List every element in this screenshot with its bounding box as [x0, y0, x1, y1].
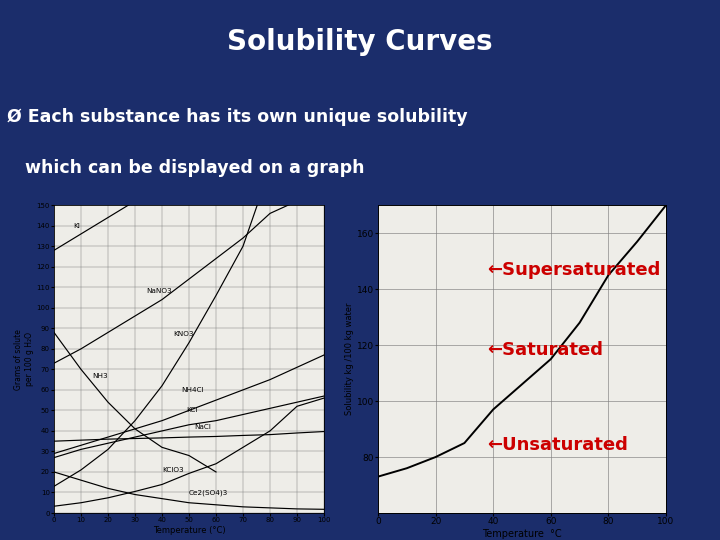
Text: KI: KI	[73, 222, 80, 229]
Text: Solubility Curves: Solubility Curves	[228, 28, 492, 56]
Text: KNO3: KNO3	[173, 332, 193, 338]
Text: ←Saturated: ←Saturated	[487, 341, 603, 359]
Text: NH3: NH3	[92, 373, 107, 379]
X-axis label: Temperature (°C): Temperature (°C)	[153, 526, 225, 535]
Y-axis label: Grams of solute
per 100 g H₂O: Grams of solute per 100 g H₂O	[14, 329, 34, 389]
X-axis label: Temperature  °C: Temperature °C	[482, 529, 562, 539]
Y-axis label: Solubility kg /100 kg water: Solubility kg /100 kg water	[345, 303, 354, 415]
Text: NaNO3: NaNO3	[145, 288, 171, 294]
Text: Ø Each substance has its own unique solubility: Ø Each substance has its own unique solu…	[7, 108, 468, 126]
Text: ←Supersaturated: ←Supersaturated	[487, 261, 661, 279]
Text: NH4Cl: NH4Cl	[181, 387, 204, 393]
Text: NaCl: NaCl	[194, 424, 211, 430]
Text: ←Unsaturated: ←Unsaturated	[487, 436, 629, 454]
Text: which can be displayed on a graph: which can be displayed on a graph	[7, 159, 365, 177]
Text: KClO3: KClO3	[162, 467, 184, 473]
Text: KCl: KCl	[186, 407, 198, 414]
Text: Ce2(SO4)3: Ce2(SO4)3	[189, 489, 228, 496]
